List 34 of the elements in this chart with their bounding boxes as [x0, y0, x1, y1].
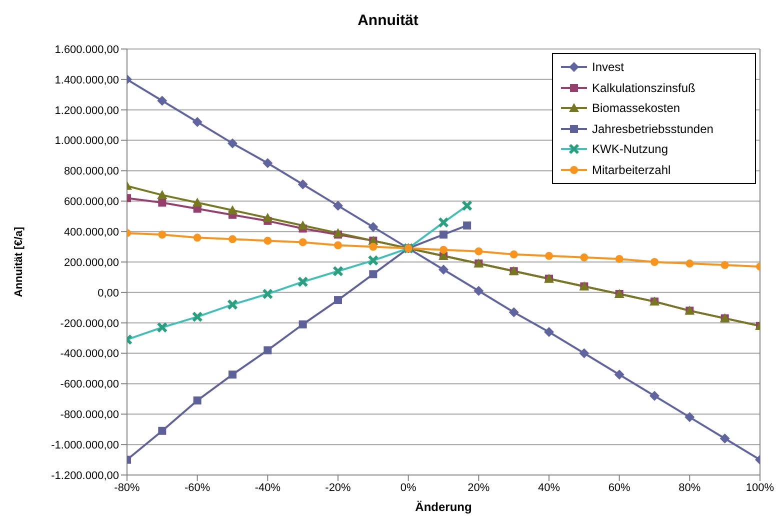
- legend-label: Biomassekosten: [592, 101, 680, 116]
- y-tick-label: 400.000,00: [64, 226, 119, 238]
- x-tick-label: 0%: [400, 482, 416, 494]
- x-tick-label: 80%: [678, 482, 701, 494]
- x-tick-label: 20%: [468, 482, 490, 494]
- y-tick-label: -400.000,00: [60, 348, 119, 360]
- x-tick-label: -40%: [254, 482, 281, 494]
- x-tick-label: -60%: [184, 482, 210, 494]
- legend-label: Jahresbetriebsstunden: [592, 122, 714, 136]
- x-tick-label: 60%: [608, 482, 631, 494]
- y-tick-label: 1.200.000,00: [54, 104, 119, 117]
- x-tick-label: -80%: [114, 482, 140, 494]
- legend-label: Mitarbeiterzahl: [592, 162, 671, 177]
- x-tick-label: 100%: [746, 482, 774, 494]
- y-tick-label: -1.200.000,00: [51, 470, 119, 482]
- y-tick-label: 600.000,00: [64, 196, 119, 208]
- legend-label: Kalkulationszinsfuß: [592, 80, 696, 95]
- x-tick-label: -20%: [325, 482, 352, 494]
- y-tick-label: 1.000.000,00: [54, 135, 119, 148]
- x-tick-label: 40%: [538, 482, 560, 494]
- y-tick-label: -200.000,00: [60, 318, 119, 330]
- x-axis-title: Änderung: [415, 500, 472, 514]
- legend-label: KWK-Nutzung: [592, 142, 668, 156]
- y-tick-label: -1.000.000,00: [51, 439, 119, 452]
- legend-label: Invest: [592, 60, 624, 74]
- y-tick-label: -800.000,00: [60, 409, 119, 422]
- y-tick-label: -600.000,00: [60, 378, 119, 391]
- y-tick-label: 1.400.000,00: [54, 74, 119, 86]
- chart-title: Annuität: [356, 12, 420, 29]
- y-tick-label: 200.000,00: [64, 256, 119, 269]
- y-tick-label: 1.600.000,00: [54, 44, 119, 56]
- y-axis-title: Annuität [€/a]: [12, 226, 25, 298]
- y-tick-label: 0,00: [98, 287, 119, 300]
- y-tick-label: 800.000,00: [64, 166, 119, 178]
